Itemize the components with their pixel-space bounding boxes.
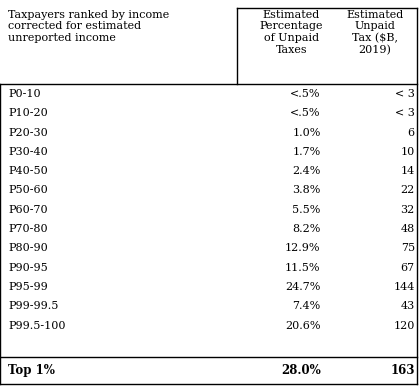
Text: < 3: < 3 xyxy=(395,108,415,118)
Text: P95-99: P95-99 xyxy=(8,282,48,292)
Text: 14: 14 xyxy=(401,166,415,176)
Text: 7.4%: 7.4% xyxy=(292,301,321,311)
Text: P70-80: P70-80 xyxy=(8,224,48,234)
Text: Estimated
Percentage
of Unpaid
Taxes: Estimated Percentage of Unpaid Taxes xyxy=(259,10,323,54)
Text: <.5%: <.5% xyxy=(290,89,321,99)
Text: 43: 43 xyxy=(401,301,415,311)
Text: P10-20: P10-20 xyxy=(8,108,48,118)
Text: 120: 120 xyxy=(393,321,415,330)
Text: 24.7%: 24.7% xyxy=(285,282,321,292)
Text: P90-95: P90-95 xyxy=(8,263,48,272)
Text: Top 1%: Top 1% xyxy=(8,364,55,377)
Text: P60-70: P60-70 xyxy=(8,205,48,215)
Text: 8.2%: 8.2% xyxy=(292,224,321,234)
Text: P99-99.5: P99-99.5 xyxy=(8,301,59,311)
Text: 1.7%: 1.7% xyxy=(292,147,321,157)
Text: 1.0%: 1.0% xyxy=(292,127,321,138)
Text: 32: 32 xyxy=(401,205,415,215)
Text: Taxpayers ranked by income
corrected for estimated
unreported income: Taxpayers ranked by income corrected for… xyxy=(8,10,170,43)
Text: P0-10: P0-10 xyxy=(8,89,41,99)
Text: 22: 22 xyxy=(401,185,415,196)
Text: P80-90: P80-90 xyxy=(8,243,48,253)
Text: 6: 6 xyxy=(408,127,415,138)
Text: P30-40: P30-40 xyxy=(8,147,48,157)
Text: 75: 75 xyxy=(401,243,415,253)
Text: 5.5%: 5.5% xyxy=(292,205,321,215)
Text: 48: 48 xyxy=(401,224,415,234)
Text: 144: 144 xyxy=(393,282,415,292)
Text: P99.5-100: P99.5-100 xyxy=(8,321,66,330)
Text: 163: 163 xyxy=(391,364,415,377)
Text: 67: 67 xyxy=(401,263,415,272)
Text: 11.5%: 11.5% xyxy=(285,263,321,272)
Text: P50-60: P50-60 xyxy=(8,185,48,196)
Text: <.5%: <.5% xyxy=(290,108,321,118)
Text: 12.9%: 12.9% xyxy=(285,243,321,253)
Text: P20-30: P20-30 xyxy=(8,127,48,138)
Text: Estimated
Unpaid
Tax ($B,
2019): Estimated Unpaid Tax ($B, 2019) xyxy=(347,10,403,55)
Text: 2.4%: 2.4% xyxy=(292,166,321,176)
Text: P40-50: P40-50 xyxy=(8,166,48,176)
Text: 10: 10 xyxy=(401,147,415,157)
Text: 28.0%: 28.0% xyxy=(281,364,321,377)
Text: 3.8%: 3.8% xyxy=(292,185,321,196)
Text: < 3: < 3 xyxy=(395,89,415,99)
Text: 20.6%: 20.6% xyxy=(285,321,321,330)
